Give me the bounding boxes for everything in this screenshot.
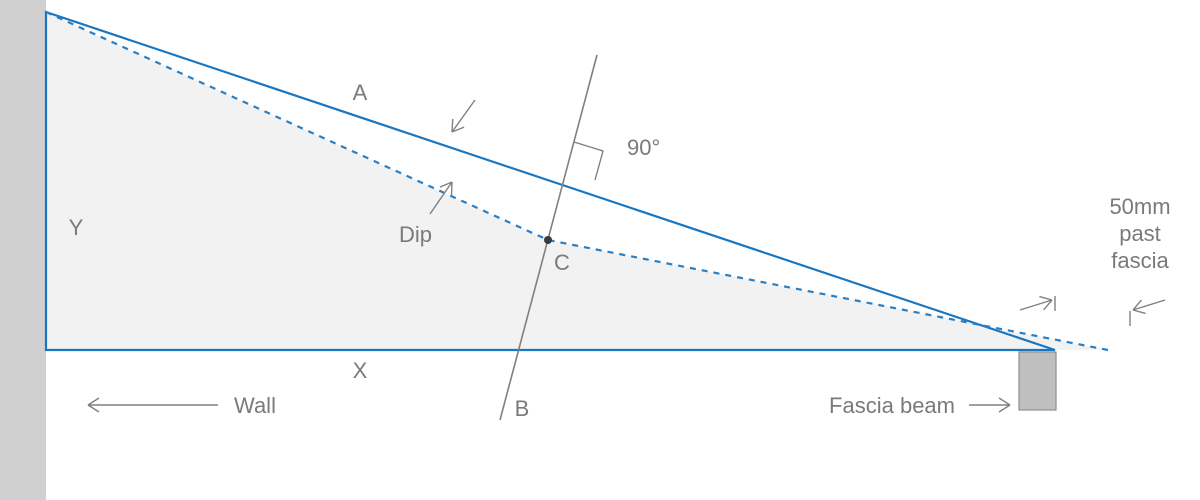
- label-dip: Dip: [399, 222, 432, 247]
- label-x: X: [353, 358, 368, 383]
- label-c: C: [554, 250, 570, 275]
- fascia-arrow: [969, 398, 1010, 412]
- wall-arrow: [88, 398, 218, 412]
- arrow-a: [452, 100, 475, 132]
- label-b: B: [515, 396, 530, 421]
- right-angle-icon: [574, 142, 603, 180]
- wall: [0, 0, 46, 500]
- label-past3: fascia: [1111, 248, 1169, 273]
- past-arrow-right: [1133, 300, 1165, 313]
- label-past1: 50mm: [1109, 194, 1170, 219]
- label-ninety: 90°: [627, 135, 660, 160]
- dip-fill: [46, 12, 1108, 350]
- label-past2: past: [1119, 221, 1161, 246]
- label-wall: Wall: [234, 393, 276, 418]
- past-arrow-left: [1020, 297, 1052, 310]
- fascia-beam: [1019, 352, 1056, 410]
- label-a: A: [353, 80, 368, 105]
- label-fasciabeam: Fascia beam: [829, 393, 955, 418]
- point-c: [544, 236, 552, 244]
- label-y: Y: [69, 215, 84, 240]
